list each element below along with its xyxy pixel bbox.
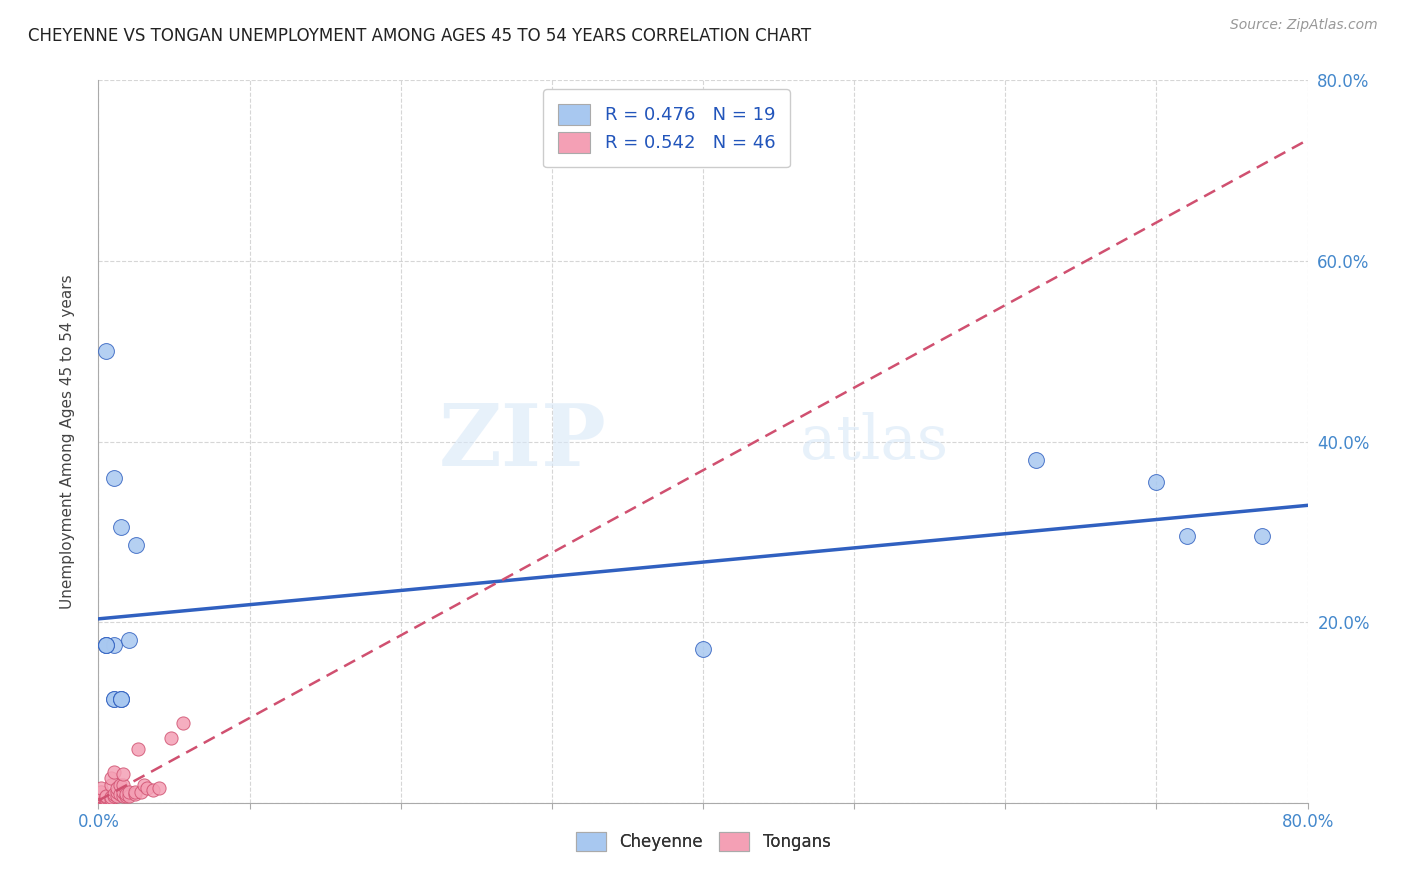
Point — [1144, 475, 1167, 490]
Point — [118, 785, 141, 799]
Y-axis label: Unemployment Among Ages 45 to 54 years: Unemployment Among Ages 45 to 54 years — [60, 274, 75, 609]
Point — [90, 794, 112, 808]
Point — [94, 638, 117, 652]
Point — [94, 638, 117, 652]
Point — [118, 789, 141, 803]
Point — [90, 785, 112, 799]
Point — [114, 789, 136, 803]
Point — [103, 692, 125, 706]
Point — [90, 787, 112, 801]
Point — [110, 520, 132, 534]
Point — [94, 789, 117, 803]
Point — [142, 783, 165, 797]
Point — [103, 692, 125, 706]
Point — [94, 344, 117, 359]
Point — [105, 785, 128, 799]
Text: ZIP: ZIP — [439, 400, 606, 483]
Point — [103, 789, 125, 803]
Point — [90, 794, 112, 808]
Point — [94, 792, 117, 806]
Point — [103, 638, 125, 652]
Point — [100, 790, 122, 805]
Point — [1024, 452, 1046, 467]
Point — [124, 785, 146, 799]
Point — [172, 716, 194, 731]
Point — [111, 785, 134, 799]
Point — [110, 692, 132, 706]
Point — [132, 778, 155, 792]
Point — [110, 692, 132, 706]
Point — [90, 794, 112, 808]
Point — [160, 731, 183, 745]
Text: CHEYENNE VS TONGAN UNEMPLOYMENT AMONG AGES 45 TO 54 YEARS CORRELATION CHART: CHEYENNE VS TONGAN UNEMPLOYMENT AMONG AG… — [28, 27, 811, 45]
Point — [103, 765, 125, 780]
Point — [1251, 529, 1274, 543]
Point — [1175, 529, 1198, 543]
Point — [100, 771, 122, 785]
Point — [125, 538, 148, 552]
Legend: Cheyenne, Tongans: Cheyenne, Tongans — [567, 823, 839, 860]
Point — [100, 792, 122, 806]
Point — [90, 781, 112, 796]
Point — [90, 792, 112, 806]
Point — [118, 633, 141, 648]
Point — [148, 781, 170, 796]
Text: atlas: atlas — [800, 411, 948, 472]
Point — [94, 794, 117, 808]
Point — [90, 792, 112, 806]
Point — [108, 787, 131, 801]
Point — [103, 787, 125, 801]
Point — [90, 790, 112, 805]
Point — [692, 642, 714, 657]
Point — [111, 789, 134, 803]
Point — [105, 781, 128, 796]
Point — [124, 787, 146, 801]
Point — [105, 789, 128, 803]
Point — [90, 789, 112, 803]
Point — [111, 778, 134, 792]
Point — [111, 767, 134, 781]
Point — [90, 785, 112, 799]
Point — [110, 692, 132, 706]
Point — [135, 781, 157, 796]
Point — [103, 471, 125, 485]
Point — [127, 741, 149, 756]
Point — [100, 778, 122, 792]
Point — [90, 789, 112, 803]
Point — [129, 785, 152, 799]
Point — [108, 778, 131, 792]
Point — [114, 787, 136, 801]
Point — [94, 790, 117, 805]
Text: Source: ZipAtlas.com: Source: ZipAtlas.com — [1230, 18, 1378, 32]
Point — [94, 638, 117, 652]
